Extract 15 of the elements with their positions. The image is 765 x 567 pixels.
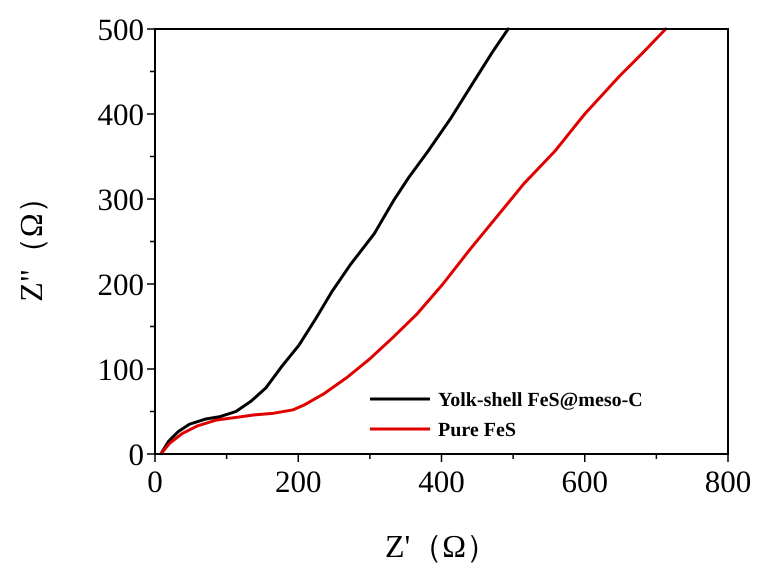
- x-tick-label: 400: [418, 464, 465, 499]
- y-tick-label: 300: [98, 182, 144, 217]
- x-axis-title: Z'（Ω）: [384, 528, 498, 564]
- x-tick-label: 600: [562, 464, 608, 499]
- y-tick-label: 0: [128, 437, 144, 472]
- legend-label: Pure FeS: [438, 419, 516, 441]
- x-tick-label: 800: [704, 464, 752, 499]
- y-tick-label: 200: [98, 267, 144, 302]
- y-tick-label: 400: [98, 97, 144, 132]
- y-axis-title: Z"（Ω）: [13, 181, 49, 302]
- x-tick-label: 200: [275, 464, 322, 499]
- legend-label: Yolk-shell FeS@meso-C: [438, 389, 643, 411]
- y-tick-label: 100: [98, 352, 144, 387]
- line-series: [159, 28, 668, 454]
- y-tick-label: 500: [98, 12, 144, 47]
